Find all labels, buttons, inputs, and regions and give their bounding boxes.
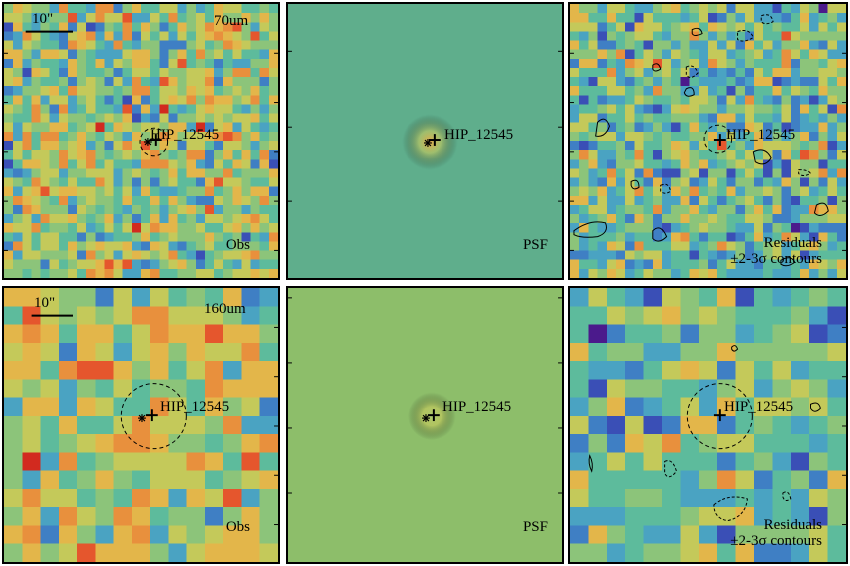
target-label: HIP_12545 [160, 399, 230, 415]
target-label: HIP_12545 [150, 127, 220, 143]
panel-corner-label: PSF [522, 519, 548, 535]
target-label: HIP_12545 [442, 399, 512, 415]
star-marker-icon [138, 414, 146, 423]
scale-bar-label: 10" [34, 295, 56, 311]
plus-marker-icon [428, 134, 441, 146]
obs-160um-panel: 10" 160um HIP_12545 Obs [2, 286, 280, 564]
tick-marks [842, 326, 846, 526]
panel-corner-label: Obs [225, 237, 250, 253]
plus-marker-icon [713, 409, 726, 422]
psf-160um-map [288, 288, 562, 562]
residual-70um-map [570, 4, 846, 278]
psf-70um-panel: HIP_12545 PSF [286, 2, 564, 280]
beam-circle [139, 127, 169, 157]
target-label: HIP_12545 [726, 127, 796, 143]
panel-corner-label: Residuals ±2-3σ contours [730, 517, 822, 550]
psf-160um-panel: HIP_12545 PSF [286, 286, 564, 564]
psf-70um-map [288, 4, 562, 278]
obs-160um-overlay [31, 314, 278, 526]
tick-marks [288, 297, 562, 494]
obs-70um-map [4, 4, 278, 278]
residual-160um-contours [588, 326, 846, 526]
contour-lines [573, 27, 829, 267]
obs-70um-panel: 10" 70um HIP_12545 Obs [2, 2, 280, 280]
plus-marker-icon [149, 134, 162, 146]
tick-marks [288, 50, 562, 202]
panel-corner-label: Residuals ±2-3σ contours [730, 235, 822, 268]
band-label: 70um [214, 13, 249, 29]
panel-corner-label: PSF [522, 237, 548, 253]
negative-contour-lines [660, 14, 812, 194]
obs-160um-map [4, 288, 278, 562]
negative-contour-lines [664, 460, 792, 522]
obs-70um-overlay [4, 30, 278, 251]
contours-label: ±2-3σ contours [730, 532, 822, 549]
residual-70um-panel: HIP_12545 Residuals ±2-3σ contours [568, 2, 848, 280]
residuals-label: Residuals [763, 517, 822, 533]
psf-70um-overlay [288, 50, 562, 202]
scale-bar-label: 10" [32, 11, 54, 27]
target-label: HIP_12545 [724, 399, 794, 415]
tick-marks [4, 52, 278, 251]
residuals-label: Residuals [763, 235, 822, 251]
psf-160um-overlay [288, 297, 562, 494]
beam-circle [703, 124, 733, 154]
residual-160um-panel: HIP_12545 Residuals ±2-3σ contours [568, 286, 848, 564]
contours-label: ±2-3σ contours [730, 250, 822, 267]
residual-160um-map [570, 288, 846, 562]
tick-marks [274, 326, 278, 526]
plus-marker-icon [713, 134, 726, 146]
contour-lines [588, 345, 821, 473]
target-label: HIP_12545 [444, 127, 514, 143]
plus-marker-icon [145, 409, 158, 422]
band-label: 160um [204, 301, 246, 317]
tick-marks [570, 52, 846, 251]
panel-corner-label: Obs [225, 519, 250, 535]
residual-70um-contours [570, 14, 846, 267]
plus-marker-icon [427, 409, 440, 422]
